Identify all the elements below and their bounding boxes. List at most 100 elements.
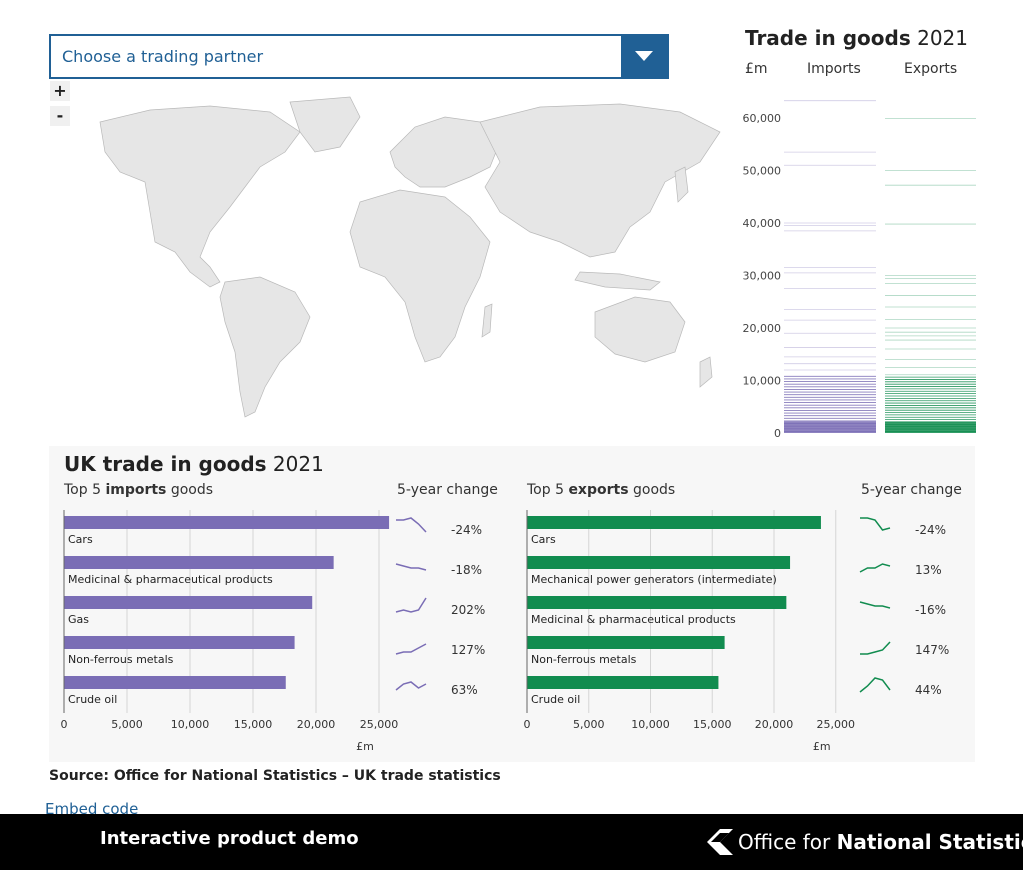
change-value: -24% [451, 523, 482, 537]
y-tick-label: 60,000 [743, 112, 782, 125]
sparkline [859, 563, 891, 573]
x-tick-label: 15,000 [693, 718, 732, 731]
unit-label: £m [745, 61, 768, 77]
exports-change-header: 5-year change [861, 482, 962, 498]
x-tick-label: 25,000 [360, 718, 399, 731]
y-tick-label: 0 [774, 427, 781, 440]
change-value: 127% [451, 643, 485, 657]
change-value: 147% [915, 643, 949, 657]
imports-column-label: Imports [807, 61, 861, 77]
bar[interactable] [64, 516, 390, 529]
bar-label: Non-ferrous metals [531, 653, 637, 666]
europe[interactable] [389, 116, 501, 188]
y-tick-label: 30,000 [743, 270, 782, 283]
x-tick-label: 5,000 [573, 718, 605, 731]
trade-partners-stack-chart[interactable]: 60,000 50,000 40,000 30,000 20,000 10,000 0 [740, 90, 990, 440]
imports-subtitle: Top 5 imports goods [64, 482, 214, 498]
bar-label: Cars [531, 533, 556, 546]
x-tick-label: 20,000 [755, 718, 794, 731]
bar[interactable] [527, 676, 719, 689]
world-map[interactable] [60, 92, 740, 434]
imports-change-header: 5-year change [397, 482, 498, 498]
bar-label: Non-ferrous metals [68, 653, 174, 666]
madagascar[interactable] [481, 303, 493, 338]
x-axis-label: £m [813, 740, 831, 753]
exports-bar-chart: 0 5,000 10,000 15,000 20,000 25,000 £m Cars -24%… [524, 510, 949, 753]
bar[interactable] [64, 636, 295, 649]
change-value: -16% [915, 603, 946, 617]
y-tick-label: 20,000 [743, 322, 782, 335]
bar-label: Medicinal & pharmaceutical products [531, 613, 736, 626]
x-tick-label: 25,000 [817, 718, 856, 731]
change-value: 202% [451, 603, 485, 617]
indonesia[interactable] [574, 271, 661, 291]
sparkline [860, 641, 891, 655]
y-tick-label: 10,000 [743, 375, 782, 388]
trade-panel-title: Trade in goods 2021 [745, 26, 968, 50]
bar[interactable] [527, 556, 791, 569]
new-zealand[interactable] [699, 356, 713, 388]
trading-partner-select[interactable]: Choose a trading partner [49, 34, 669, 79]
change-value: 44% [915, 683, 942, 697]
x-tick-label: 15,000 [234, 718, 273, 731]
bar[interactable] [64, 556, 334, 569]
chevron-down-icon [635, 51, 653, 61]
bar-label: Medicinal & pharmaceutical products [68, 573, 273, 586]
change-value: 13% [915, 563, 942, 577]
japan[interactable] [674, 166, 689, 203]
bar[interactable] [64, 596, 313, 609]
uk-trade-title: UK trade in goods 2021 [64, 452, 324, 476]
ons-logo-icon [707, 829, 733, 855]
y-tick-label: 50,000 [743, 165, 782, 178]
change-value: 63% [451, 683, 478, 697]
footer-bar: Interactive product demo Office for Nati… [0, 814, 1023, 870]
africa[interactable] [349, 189, 491, 363]
small-partners-band[interactable] [784, 421, 876, 433]
sparkline [860, 517, 891, 531]
north-america[interactable] [99, 105, 301, 288]
imports-stack[interactable] [784, 100, 876, 434]
bar[interactable] [527, 636, 725, 649]
bar[interactable] [527, 596, 787, 609]
embed-code-link[interactable]: Embed code [45, 800, 139, 818]
change-value: -24% [915, 523, 946, 537]
australia[interactable] [594, 296, 686, 363]
x-tick-label: 10,000 [171, 718, 210, 731]
exports-stack[interactable] [885, 118, 976, 434]
sparkline [859, 601, 891, 609]
top-goods-bar-charts: 0 5,000 10,000 15,000 20,000 25,000 £m Cars -24%… [61, 510, 949, 753]
zoom-in-button[interactable]: + [50, 81, 70, 101]
imports-stack-area [784, 100, 876, 434]
exports-stack-area [885, 118, 976, 434]
source-note: Source: Office for National Statistics –… [49, 768, 501, 784]
imports-bar-chart: 0 5,000 10,000 15,000 20,000 25,000 £m Cars -24%… [61, 510, 485, 753]
sparkline [859, 677, 891, 693]
small-partners-band[interactable] [885, 421, 976, 433]
y-tick-label: 40,000 [743, 217, 782, 230]
sparkline [395, 681, 427, 691]
sparkline [395, 597, 427, 613]
exports-column-label: Exports [904, 61, 958, 77]
x-tick-label: 20,000 [297, 718, 336, 731]
bar-label: Cars [68, 533, 93, 546]
bar[interactable] [64, 676, 286, 689]
x-tick-label: 0 [524, 718, 531, 731]
select-placeholder: Choose a trading partner [62, 47, 264, 66]
bar[interactable] [527, 516, 821, 529]
x-tick-label: 5,000 [111, 718, 143, 731]
bar-label: Crude oil [68, 693, 117, 706]
asia[interactable] [479, 103, 721, 258]
ons-brand: Office for National Statistics [738, 830, 1023, 854]
greenland[interactable] [289, 96, 361, 153]
x-tick-label: 0 [61, 718, 68, 731]
change-value: -18% [451, 563, 482, 577]
zoom-out-button[interactable]: - [50, 106, 70, 126]
x-axis-label: £m [356, 740, 374, 753]
bar-label: Mechanical power generators (intermediat… [531, 573, 777, 586]
exports-subtitle: Top 5 exports goods [527, 482, 676, 498]
select-toggle-button[interactable] [621, 36, 667, 77]
south-america[interactable] [219, 276, 311, 418]
x-tick-label: 10,000 [631, 718, 670, 731]
bar-label: Gas [68, 613, 89, 626]
demo-label: Interactive product demo [100, 828, 359, 849]
